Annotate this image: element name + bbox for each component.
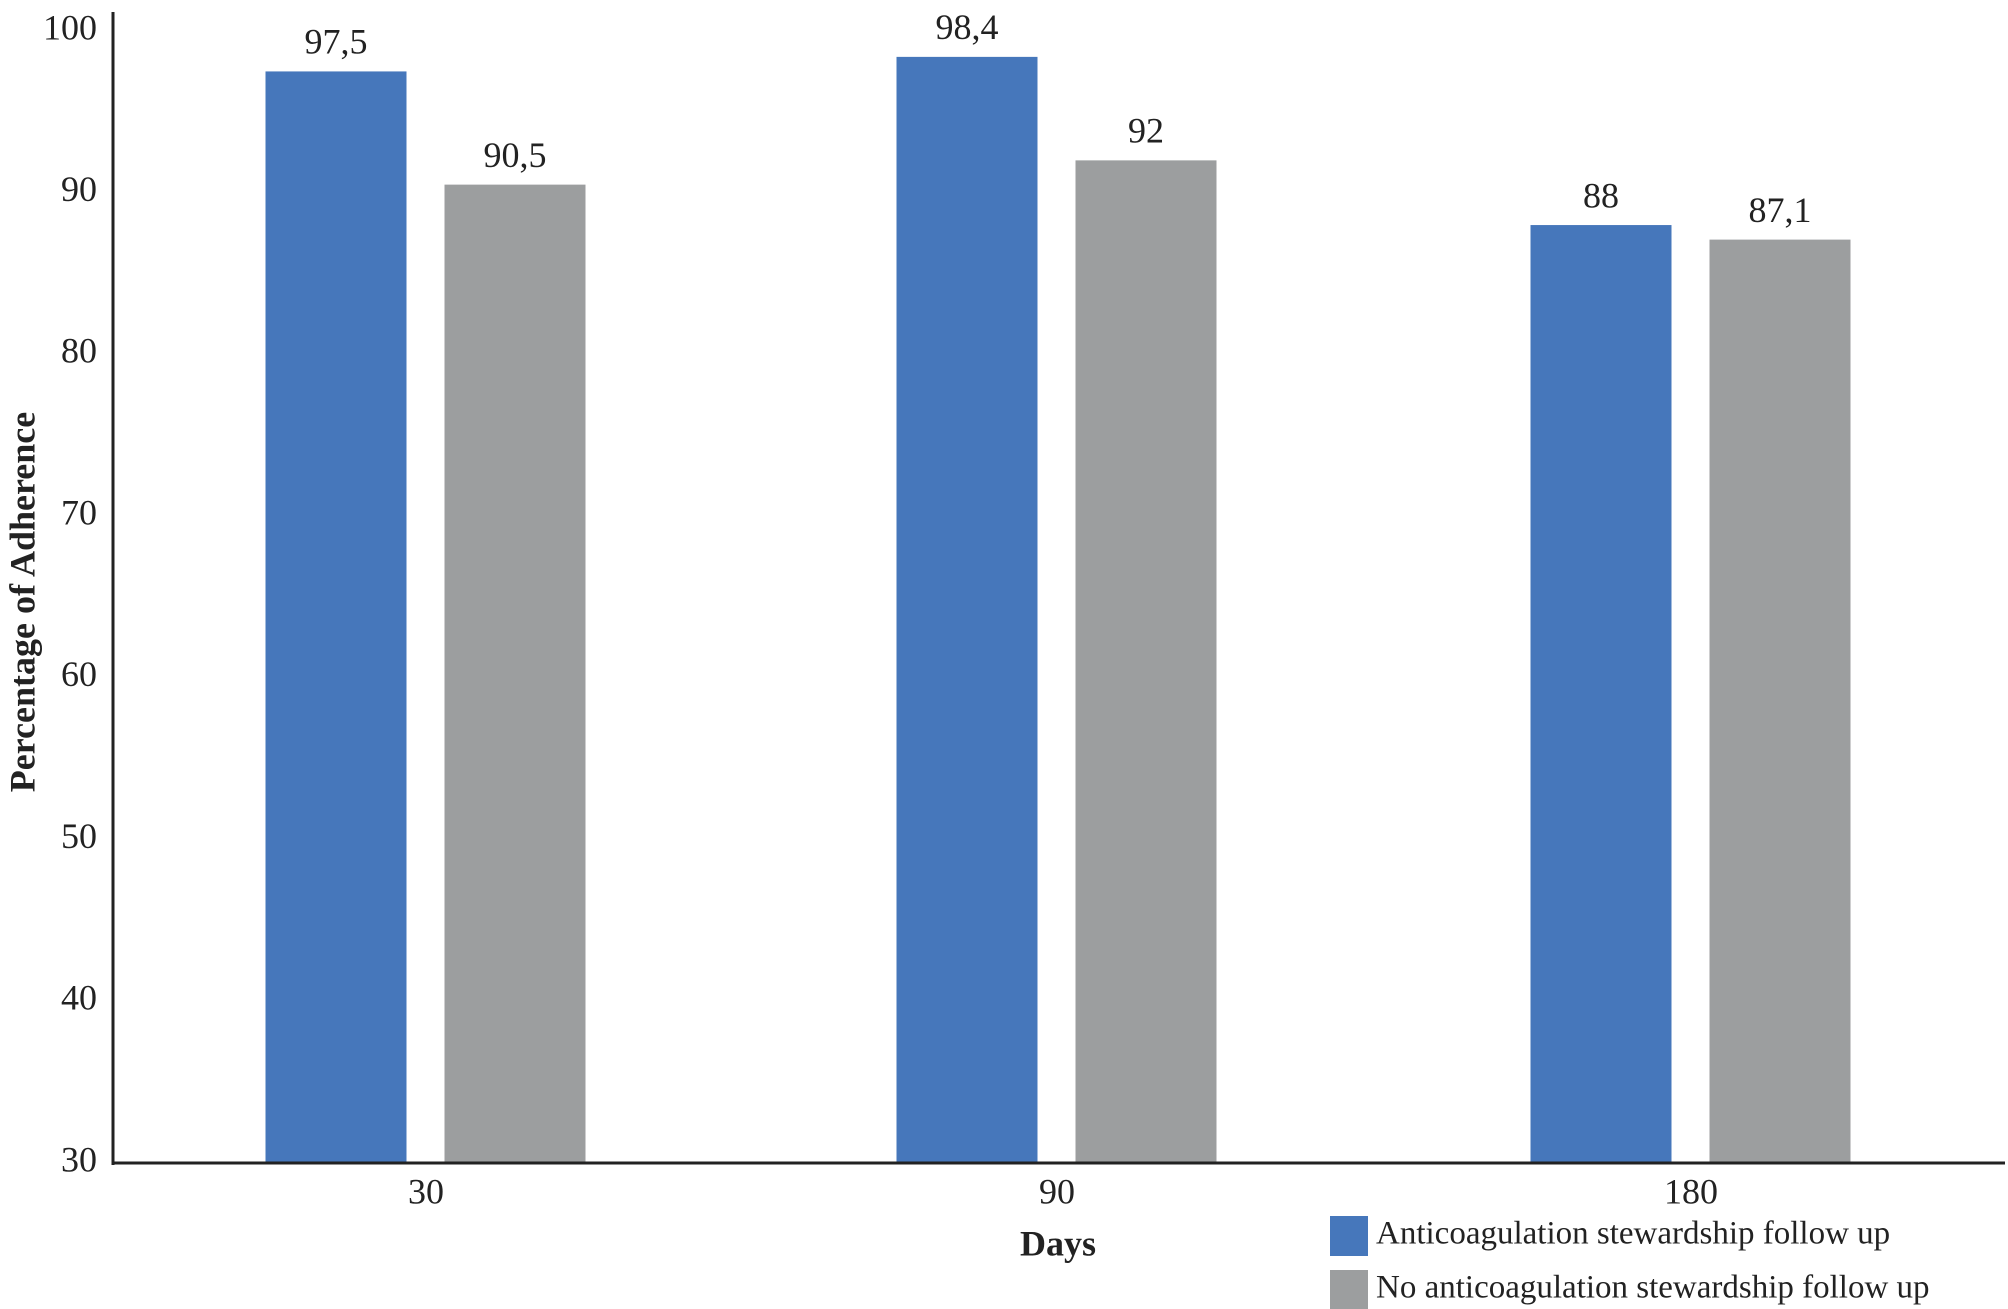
y-tick-label: 30 [61,1139,97,1179]
bar [1530,225,1672,1164]
bar [265,71,407,1163]
x-axis-title: Days [1020,1223,1096,1263]
bar [444,184,586,1164]
y-axis-title: Percentage of Adherence [2,412,42,793]
value-label: 97,5 [305,22,368,62]
value-label: 90,5 [484,135,547,175]
bar [896,56,1038,1164]
bar [1075,160,1217,1163]
value-label: 87,1 [1749,190,1812,230]
y-tick-label: 80 [61,331,97,371]
x-tick-label: 90 [1039,1171,1075,1211]
legend-swatch [1330,1270,1368,1309]
value-label: 92 [1128,111,1164,151]
value-label: 98,4 [936,7,999,47]
y-tick-label: 40 [61,978,97,1018]
legend-label: No anticoagulation stewardship follow up [1376,1270,1930,1306]
y-tick-label: 60 [61,654,97,694]
y-tick-label: 100 [43,7,97,47]
y-tick-label: 50 [61,816,97,856]
x-tick-label: 180 [1664,1171,1718,1211]
value-label: 88 [1583,175,1619,215]
y-tick-label: 70 [61,492,97,532]
y-tick-label: 90 [61,169,97,209]
legend-label: Anticoagulation stewardship follow up [1376,1216,1890,1252]
x-tick-label: 30 [408,1171,444,1211]
legend-swatch [1330,1216,1368,1256]
bar [1709,239,1851,1163]
